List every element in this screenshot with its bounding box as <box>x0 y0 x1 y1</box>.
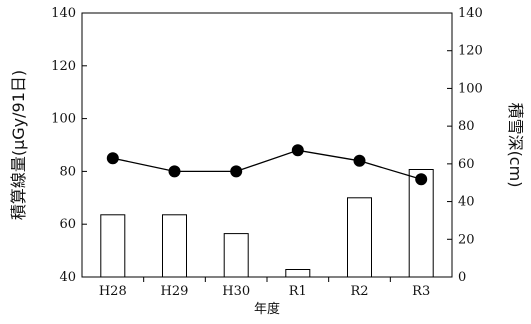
line-point <box>230 165 243 178</box>
x-tick-label: H29 <box>161 284 189 299</box>
y-right-tick-label: 40 <box>458 195 475 210</box>
y-right-tick-label: 80 <box>458 119 475 134</box>
x-tick-label: H28 <box>99 284 127 299</box>
bar <box>100 214 126 278</box>
line-series <box>106 144 428 186</box>
series-line <box>112 149 422 180</box>
y-right-tick-label: 120 <box>458 44 483 59</box>
bar <box>223 233 249 278</box>
line-point <box>291 144 304 157</box>
y-right-tick-label: 100 <box>458 81 483 96</box>
x-tick-label: H30 <box>222 284 250 299</box>
tick-labels: 40 60 80 100 120 140 0 20 40 60 80 100 120 140 H28 H29 H… <box>51 6 483 299</box>
x-tick-label: R3 <box>412 284 430 299</box>
y-right-tick-label: 140 <box>458 6 483 21</box>
y-right-tick-label: 60 <box>458 157 475 172</box>
y-left-tick-label: 80 <box>59 164 76 179</box>
y-left-tick-label: 120 <box>51 59 76 74</box>
bar-series <box>100 169 434 278</box>
y-right-tick-label: 0 <box>458 270 466 285</box>
line-point <box>106 152 119 165</box>
bar <box>162 214 187 278</box>
y-left-tick-label: 60 <box>59 217 76 232</box>
line-point <box>168 165 181 178</box>
bar <box>347 197 372 278</box>
y-left-tick-label: 100 <box>51 112 76 127</box>
y-left-tick-label: 40 <box>59 270 76 285</box>
x-tick-label: R2 <box>350 284 368 299</box>
line-point <box>415 173 428 186</box>
x-tick-label: R1 <box>289 284 307 299</box>
bar <box>408 169 434 278</box>
plot-frame <box>81 12 453 278</box>
y-axis-right-title: 積雪深(cm) <box>506 103 525 188</box>
line-point <box>353 154 366 167</box>
y-right-tick-label: 20 <box>458 232 475 247</box>
axes <box>81 12 453 282</box>
y-left-tick-label: 140 <box>51 6 76 21</box>
bar <box>285 269 311 278</box>
x-axis-title: 年度 <box>254 301 280 317</box>
y-axis-left-title: 積算線量(μGy/91日) <box>9 70 28 220</box>
